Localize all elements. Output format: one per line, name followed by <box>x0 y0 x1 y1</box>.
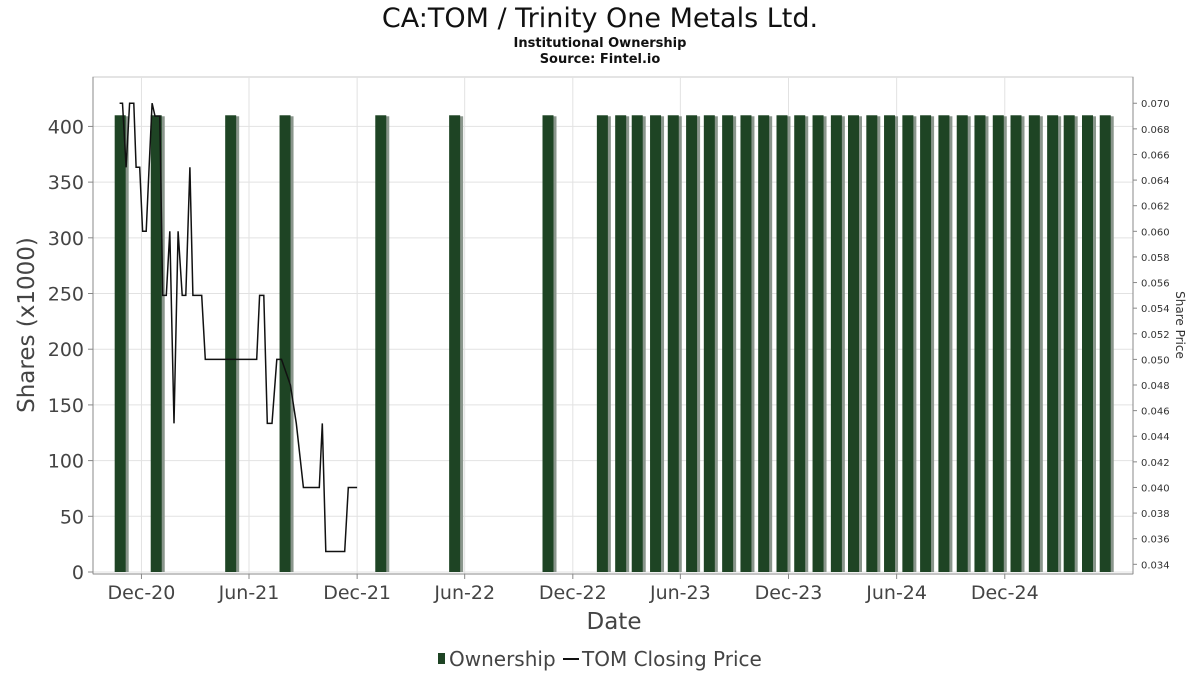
ownership-bar <box>830 115 842 573</box>
y2-tick-label: 0.046 <box>1141 407 1170 418</box>
ownership-bar <box>650 115 662 573</box>
x-tick-label: Dec-21 <box>323 582 391 604</box>
y2-tick-label: 0.044 <box>1141 432 1170 443</box>
y-tick-label: 350 <box>48 172 84 194</box>
price-line <box>119 102 358 553</box>
y2-tick-label: 0.038 <box>1141 509 1170 520</box>
y2-tick-label: 0.034 <box>1141 560 1170 571</box>
ownership-bar <box>225 115 237 573</box>
legend-ownership-label: Ownership <box>449 647 556 671</box>
chart-title: CA:TOM / Trinity One Metals Ltd. <box>382 3 818 34</box>
ownership-bar <box>884 115 896 573</box>
y-axis-label: Shares (x1000) <box>14 237 40 413</box>
ownership-bar <box>1063 115 1075 573</box>
y2-tick-label: 0.066 <box>1141 150 1170 161</box>
ownership-bar <box>794 115 806 573</box>
y-axis-ticks: 0 50 100 150 200 250 300 350 400 <box>48 116 93 584</box>
ownership-bar <box>974 115 986 573</box>
ownership-bars <box>114 115 1114 573</box>
ownership-bar <box>114 115 126 573</box>
y-tick-label: 50 <box>60 506 84 528</box>
x-tick-label: Dec-24 <box>971 582 1039 604</box>
y2-tick-label: 0.054 <box>1141 304 1170 315</box>
y2-tick-label: 0.062 <box>1141 202 1170 213</box>
y2-tick-label: 0.052 <box>1141 330 1170 341</box>
ownership-bar <box>449 115 461 573</box>
y-tick-label: 150 <box>48 395 84 417</box>
x-tick-label: Jun-22 <box>433 582 495 604</box>
y-tick-label: 250 <box>48 284 84 306</box>
ownership-bar <box>703 115 715 573</box>
ownership-bar <box>279 115 291 573</box>
ownership-bar <box>667 115 679 573</box>
ownership-bar <box>615 115 627 573</box>
y2-tick-label: 0.070 <box>1141 99 1170 110</box>
ownership-bar <box>542 115 554 573</box>
y2-tick-label: 0.064 <box>1141 176 1170 187</box>
ownership-bar <box>150 115 162 573</box>
x-axis-label: Date <box>587 609 642 635</box>
y-tick-label: 200 <box>48 339 84 361</box>
ownership-bar <box>1099 115 1111 573</box>
ownership-bar <box>920 115 932 573</box>
y2-tick-label: 0.050 <box>1141 355 1170 366</box>
ownership-bar <box>1082 115 1093 573</box>
ownership-bar <box>1047 115 1059 573</box>
legend-ownership-swatch <box>438 653 445 664</box>
y2-axis-ticks: 0.034 0.036 0.038 0.040 0.042 0.044 0.046 0.048… <box>1133 99 1170 571</box>
x-axis-ticks: Dec-20 Jun-21 Dec-21 Jun-22 Dec-22 Jun-23 Dec-… <box>108 574 1039 604</box>
y2-tick-label: 0.058 <box>1141 253 1170 264</box>
ownership-bar <box>938 115 950 573</box>
y2-axis-label: Share Price <box>1173 291 1187 359</box>
y-tick-label: 300 <box>48 228 84 250</box>
ownership-bar <box>866 115 878 573</box>
legend-price-label: TOM Closing Price <box>581 647 762 671</box>
chart-source: Source: Fintel.io <box>540 52 661 67</box>
ownership-bar <box>722 115 734 573</box>
y2-tick-label: 0.048 <box>1141 381 1170 392</box>
y2-tick-label: 0.042 <box>1141 458 1170 469</box>
y2-tick-label: 0.068 <box>1141 125 1170 136</box>
ownership-bar <box>902 115 914 573</box>
x-tick-label: Jun-23 <box>649 582 711 604</box>
x-tick-label: Dec-23 <box>755 582 823 604</box>
ownership-bar <box>758 115 770 573</box>
ownership-bar <box>596 115 608 573</box>
x-tick-label: Jun-24 <box>865 582 927 604</box>
legend: Ownership TOM Closing Price <box>438 647 762 671</box>
ownership-bar <box>776 115 788 573</box>
chart-subtitle: Institutional Ownership <box>514 36 687 51</box>
y2-tick-label: 0.060 <box>1141 227 1170 238</box>
y2-tick-label: 0.036 <box>1141 535 1170 546</box>
ownership-bar <box>375 115 387 573</box>
y2-tick-label: 0.056 <box>1141 279 1170 290</box>
ownership-bar <box>956 115 968 573</box>
ownership-bar <box>631 115 643 573</box>
y-tick-label: 400 <box>48 116 84 138</box>
ownership-bar <box>1010 115 1022 573</box>
ownership-bar <box>812 115 824 573</box>
x-tick-label: Jun-21 <box>218 582 280 604</box>
ownership-bar <box>992 115 1004 573</box>
x-tick-label: Dec-20 <box>108 582 176 604</box>
y2-tick-label: 0.040 <box>1141 483 1170 494</box>
ownership-bar <box>848 115 859 573</box>
ownership-bar <box>740 115 752 573</box>
y-tick-label: 0 <box>72 562 84 584</box>
x-tick-label: Dec-22 <box>539 582 607 604</box>
price-line-layer <box>119 102 358 553</box>
ownership-bar <box>1028 115 1040 573</box>
y-tick-label: 100 <box>48 451 84 473</box>
ownership-bar <box>686 115 698 573</box>
